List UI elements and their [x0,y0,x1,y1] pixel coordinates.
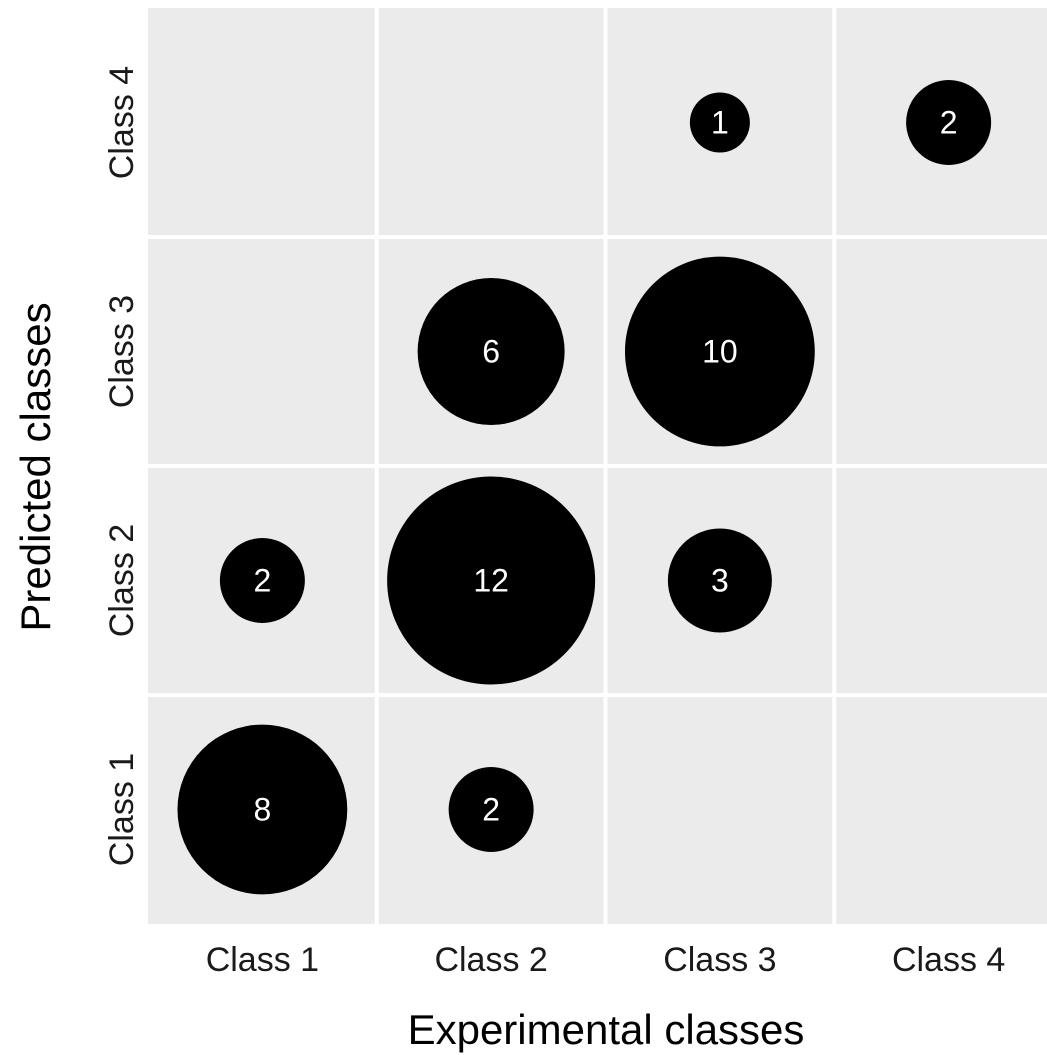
bubble-circle [906,80,992,165]
bubble-circle [417,278,565,425]
y-tick-label: Class 3 [103,295,141,408]
bubble-value-label: 8 [253,792,271,828]
y-tick-label: Class 4 [103,66,141,179]
bubbles: 8 22 12 36 101 2 [177,80,992,895]
bubble-circle [387,476,596,685]
bubble-value-label: 2 [482,792,500,828]
bubble: 6 [417,278,565,425]
x-tick-label: Class 1 [206,941,319,979]
y-tick-label: Class 1 [103,753,141,866]
x-tick-labels: Class 1 Class 2 Class 3 Class 4 [206,941,1006,979]
bubble: 10 [624,256,815,447]
y-tick-label: Class 2 [103,524,141,637]
bubble: 2 [906,80,992,165]
bubble: 1 [689,92,750,153]
y-axis-title: Predicted classes [12,302,59,631]
bubble-circle [177,724,348,895]
bubble-value-label: 2 [940,105,958,141]
bubble-circle [624,256,815,447]
y-tick-labels: Class 1 Class 2 Class 3 Class 4 [103,66,141,866]
x-tick-label: Class 3 [663,941,776,979]
x-axis-title: Experimental classes [408,1006,805,1053]
bubble-value-label: 6 [482,334,500,370]
bubble-circle [667,528,772,633]
bubble: 12 [387,476,596,685]
bubble-circle [219,538,305,623]
bubble: 2 [219,538,305,623]
bubble-value-label: 1 [711,105,729,141]
bubble-circle [689,92,750,153]
bubble-circle [448,767,534,852]
bubble: 3 [667,528,772,633]
x-tick-label: Class 4 [892,941,1005,979]
bubble: 2 [448,767,534,852]
bubble-value-label: 3 [711,563,729,599]
bubble-value-label: 12 [473,563,509,599]
bubble: 8 [177,724,348,895]
bubble-value-label: 10 [702,334,738,370]
x-tick-label: Class 2 [434,941,547,979]
bubble-value-label: 2 [253,563,271,599]
